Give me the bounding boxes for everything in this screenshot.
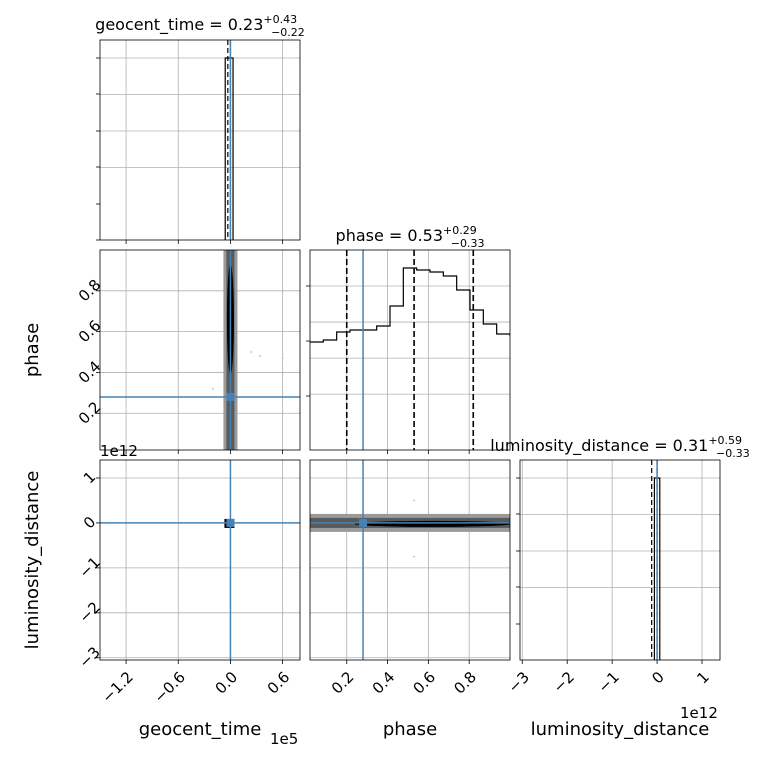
panel-frame bbox=[309, 459, 511, 661]
panel-grid bbox=[310, 250, 510, 450]
sample-point bbox=[413, 499, 416, 502]
offset-label-luminosity_distance-x: 1e12 bbox=[680, 704, 718, 722]
title-minus-error: −0.22 bbox=[271, 26, 305, 39]
hist-bar bbox=[224, 57, 234, 240]
sample-point bbox=[281, 357, 284, 360]
truth-marker bbox=[226, 392, 235, 401]
panel-grid bbox=[100, 460, 300, 660]
sample-point bbox=[250, 351, 253, 354]
density-core bbox=[354, 520, 510, 527]
title-value: luminosity_distance = 0.31 bbox=[490, 436, 708, 456]
x-axis-label-geocent_time: geocent_time bbox=[139, 719, 262, 740]
sample-point bbox=[259, 355, 261, 358]
title-geocent_time-text: geocent_time = 0.23+0.43 −0.22 bbox=[95, 13, 305, 39]
hist-phase bbox=[310, 250, 510, 450]
density-luminosity_distance-geocent_time bbox=[100, 460, 300, 660]
title-minus-error: −0.33 bbox=[716, 447, 750, 460]
title-luminosity_distance: luminosity_distance = 0.31+0.59 −0.33 bbox=[490, 434, 750, 460]
y-axis-label-luminosity_distance: luminosity_distance bbox=[22, 471, 43, 650]
title-value: phase = 0.53 bbox=[336, 226, 443, 245]
title-value: geocent_time = 0.23 bbox=[95, 15, 263, 35]
title-plus-error: +0.29 bbox=[443, 224, 477, 237]
sample-point bbox=[212, 387, 215, 390]
title-geocent_time: geocent_time = 0.23+0.43 −0.22 bbox=[95, 13, 305, 39]
panel-frame bbox=[99, 249, 301, 451]
offset-label-geocent_time: 1e5 bbox=[270, 730, 298, 748]
offset-label-luminosity_distance-y: 1e12 bbox=[100, 442, 138, 460]
x-axis-label-luminosity_distance: luminosity_distance bbox=[531, 719, 710, 740]
title-plus-error: +0.59 bbox=[708, 434, 742, 447]
panel-frame bbox=[519, 459, 721, 661]
title-minus-error: −0.33 bbox=[451, 237, 485, 250]
truth-marker bbox=[359, 518, 368, 527]
hist-step bbox=[310, 267, 510, 343]
title-luminosity_distance-text: luminosity_distance = 0.31+0.59 −0.33 bbox=[490, 434, 750, 460]
x-axis-label-phase: phase bbox=[383, 719, 437, 740]
panel-frame bbox=[309, 249, 511, 451]
sample-point bbox=[216, 371, 219, 374]
hist-luminosity_distance bbox=[651, 460, 661, 660]
density-luminosity_distance-phase bbox=[310, 460, 510, 660]
hist-geocent_time bbox=[224, 40, 234, 240]
title-phase-text: phase = 0.53+0.29 −0.33 bbox=[336, 224, 485, 250]
density-phase-geocent_time bbox=[100, 250, 300, 450]
title-phase: phase = 0.53+0.29 −0.33 bbox=[336, 224, 485, 250]
panel-frame bbox=[99, 459, 301, 661]
truth-marker bbox=[226, 518, 235, 527]
y-axis-label-phase: phase bbox=[22, 323, 43, 377]
panel-frame bbox=[99, 39, 301, 241]
sample-point bbox=[413, 555, 416, 558]
title-plus-error: +0.43 bbox=[263, 13, 297, 26]
